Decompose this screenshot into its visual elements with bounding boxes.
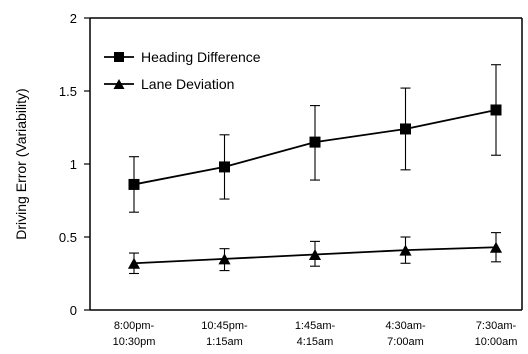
legend: Heading Difference Lane Deviation — [104, 49, 261, 92]
data-point-triangle — [218, 253, 231, 265]
x-tick-label: 4:30am- 7:00am — [385, 320, 426, 348]
series-lane-deviation — [127, 232, 503, 275]
x-tick-label-line: 1:15am — [206, 336, 243, 348]
data-point-square — [490, 104, 502, 116]
series-heading-difference — [128, 64, 502, 213]
x-tick-label-line: 4:15am — [297, 336, 334, 348]
legend-label: Lane Deviation — [141, 76, 234, 92]
data-point-square — [128, 178, 140, 190]
x-tick-label: 8:00pm- 10:30pm — [113, 320, 156, 348]
series-layer — [127, 64, 503, 275]
y-tick-label: 1 — [70, 157, 77, 172]
x-tick-label-line: 10:00am — [475, 336, 518, 348]
x-tick-label-line: 10:30pm — [113, 336, 156, 348]
y-tick-label: 1.5 — [59, 84, 77, 99]
legend-item: Lane Deviation — [104, 76, 234, 92]
x-tick-label-line: 7:00am — [387, 336, 424, 348]
x-tick-label: 10:45pm- 1:15am — [201, 320, 248, 348]
data-point-triangle — [489, 241, 503, 253]
x-tick-label-line: 10:45pm- — [201, 320, 248, 332]
x-tick-label-line: 7:30am- — [476, 320, 517, 332]
legend-item: Heading Difference — [104, 49, 261, 65]
x-tick-label-line: 4:30am- — [385, 320, 426, 332]
x-tick-label-line: 1:45am- — [295, 320, 336, 332]
x-axis-ticks: 8:00pm- 10:30pm 10:45pm- 1:15am 1:45am- 4:15a… — [113, 320, 518, 348]
x-tick-label: 7:30am- 10:00am — [475, 320, 518, 348]
data-point-square — [400, 123, 411, 135]
data-point-triangle — [308, 249, 322, 261]
y-tick-label: 0.5 — [59, 230, 77, 245]
data-point-square — [219, 161, 230, 173]
y-tick-label: 2 — [70, 11, 77, 26]
data-point-triangle — [399, 244, 412, 256]
legend-marker-triangle — [113, 79, 125, 89]
data-point-square — [309, 136, 321, 148]
legend-label: Heading Difference — [141, 49, 261, 65]
y-tick-label: 0 — [70, 303, 77, 318]
y-axis-label: Driving Error (Variability) — [13, 88, 29, 239]
data-point-triangle — [127, 257, 141, 269]
y-axis-ticks: 0 0.5 1 1.5 2 — [59, 11, 90, 318]
x-tick-label-line: 8:00pm- — [114, 320, 155, 332]
x-tick-label: 1:45am- 4:15am — [295, 320, 336, 348]
legend-marker-square — [114, 52, 124, 62]
